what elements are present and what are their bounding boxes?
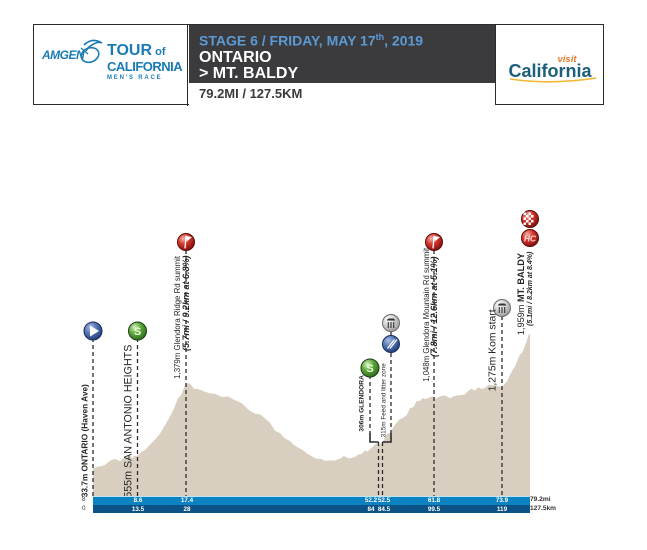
svg-text:S: S (366, 363, 373, 375)
svg-text:S: S (134, 326, 141, 338)
svg-text:HC: HC (524, 234, 537, 244)
